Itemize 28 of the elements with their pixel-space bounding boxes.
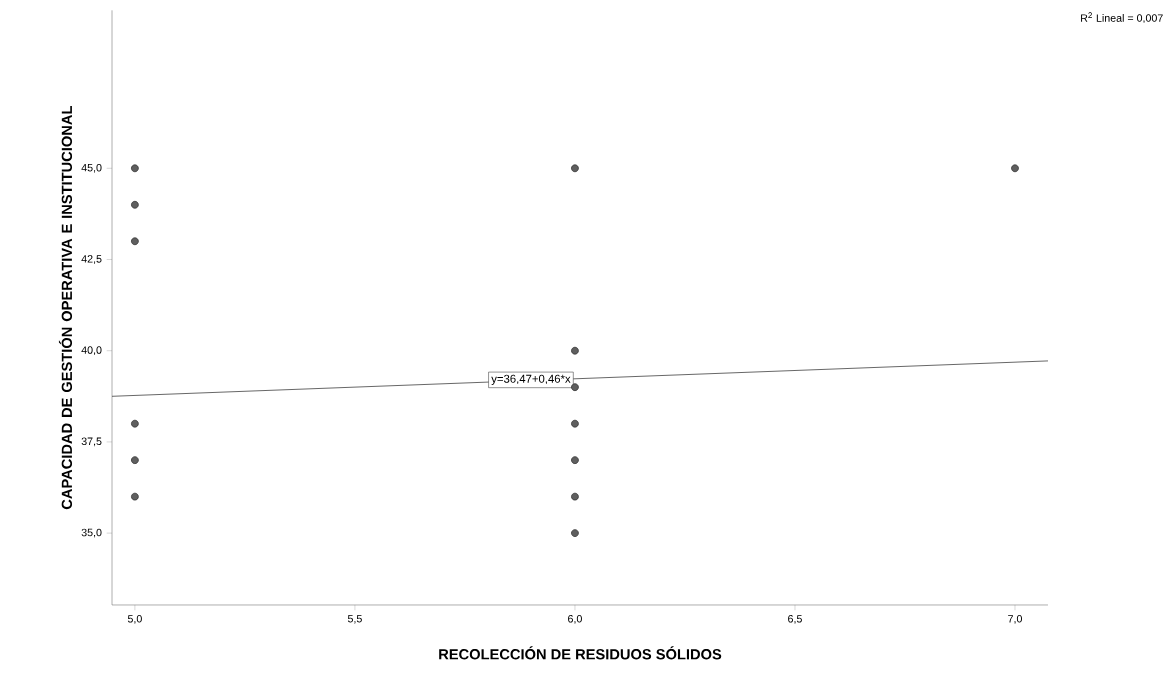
x-axis-title: RECOLECCIÓN DE RESIDUOS SÓLIDOS: [439, 646, 722, 660]
y-tick-label: 37,5: [81, 437, 102, 447]
point: [1011, 164, 1019, 173]
point: [131, 237, 139, 246]
point: [131, 419, 139, 428]
x-tick-label: 5,0: [127, 615, 142, 624]
point: [571, 164, 579, 173]
point: [571, 346, 579, 355]
point: [131, 492, 139, 501]
y-tick-label: 40,0: [81, 346, 102, 356]
point: [131, 456, 139, 465]
point: [571, 383, 579, 392]
annotation: y=36,47+0,46*x: [491, 374, 571, 386]
point: [571, 419, 579, 428]
point: [571, 492, 579, 501]
point: [131, 164, 139, 173]
point: [571, 456, 579, 465]
y-tick-label: 45,0: [81, 163, 102, 173]
y-tick-label: 35,0: [81, 528, 102, 538]
x-tick-label: 5,5: [347, 615, 362, 624]
x-tick-label: 6,0: [568, 615, 582, 624]
y-tick-label: 42,5: [81, 255, 102, 264]
x-tick-label: 7,0: [1008, 615, 1022, 624]
text: R$^{2}$ Lineal = 0,007: [1081, 12, 1163, 24]
y-axis-title: CAPACIDAD DE GESTIÓN OPERATIVA E INSTITUCIONAL: [58, 106, 73, 510]
point: [131, 200, 139, 209]
point: [571, 529, 579, 537]
x-tick-label: 6,5: [788, 615, 802, 624]
